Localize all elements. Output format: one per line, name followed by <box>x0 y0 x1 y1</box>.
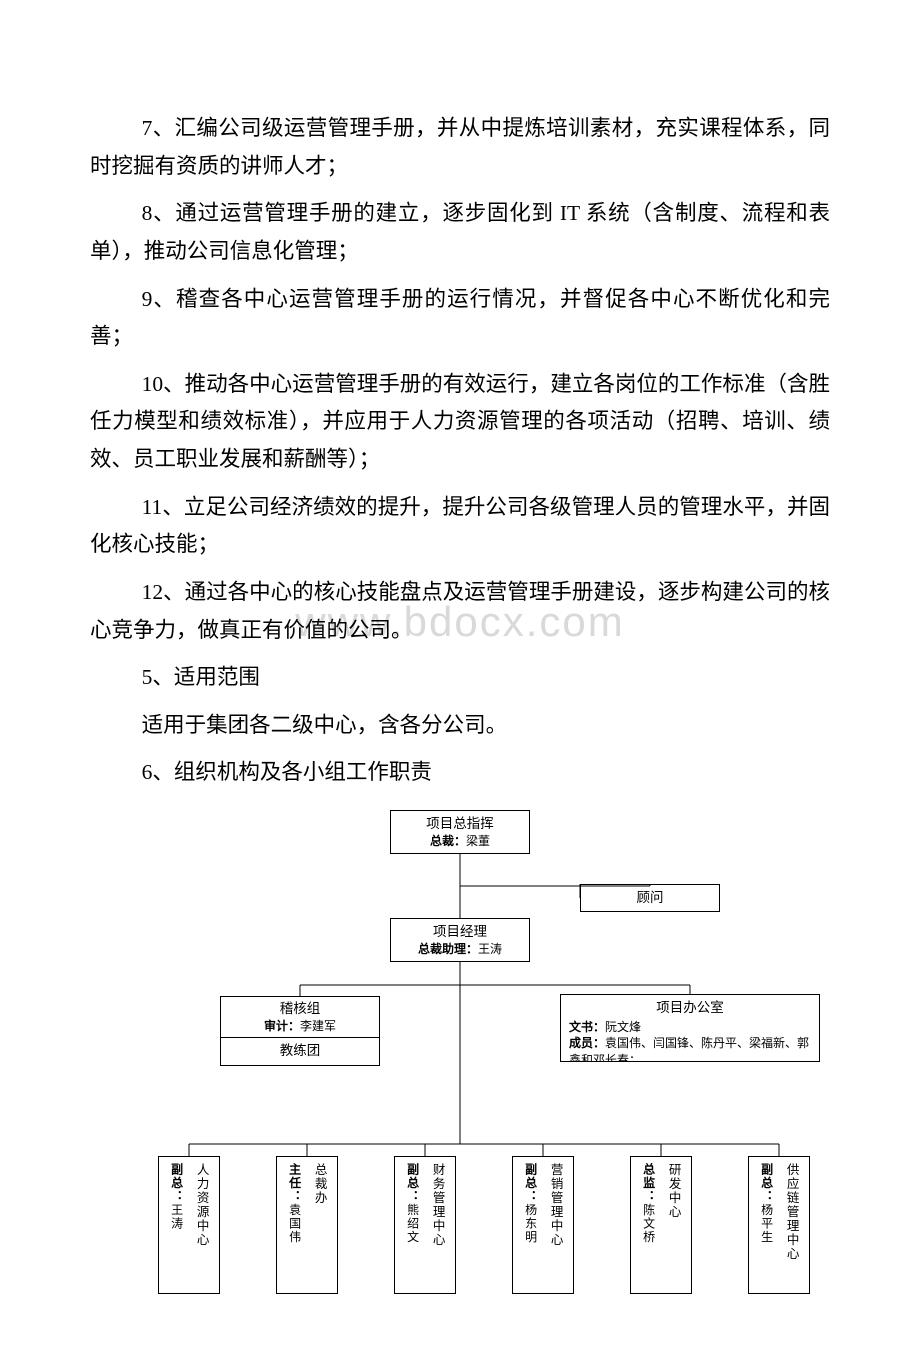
section-5-heading: 5、适用范围 <box>90 659 830 697</box>
org-node-dept-2: 副总：熊绍文 财务管理中心 <box>394 1156 456 1294</box>
org-commander-sub: 总裁：梁董 <box>430 833 490 849</box>
org-dept-2-role: 副总：熊绍文 <box>402 1163 421 1244</box>
document-body: 7、汇编公司级运营管理手册，并从中提炼培训素材，充实课程体系，同时挖掘有资质的讲… <box>90 110 830 1306</box>
org-dept-3-role: 副总：杨东明 <box>520 1163 539 1244</box>
org-office-members: 成员：袁国伟、闫国锋、陈丹平、梁福新、郭鑫和邓长春； <box>569 1035 811 1062</box>
org-coach-title: 教练团 <box>280 1042 321 1060</box>
section-5-body: 适用于集团各二级中心，含各分公司。 <box>90 707 830 745</box>
section-6-heading: 6、组织机构及各小组工作职责 <box>90 754 830 792</box>
org-node-manager: 项目经理 总裁助理：王涛 <box>390 918 530 962</box>
org-dept-5-role: 副总：杨平生 <box>756 1163 775 1244</box>
org-dept-4-name: 研发中心 <box>664 1163 684 1219</box>
org-node-dept-1: 主任：袁国伟 总裁办 <box>276 1156 338 1294</box>
org-dept-1-role: 主任：袁国伟 <box>284 1163 303 1244</box>
org-node-office: 项目办公室 文书：阮文烽 成员：袁国伟、闫国锋、陈丹平、梁福新、郭鑫和邓长春； <box>560 994 820 1062</box>
paragraph-10: 10、推动各中心运营管理手册的有效运行，建立各岗位的工作标准（含胜任力模型和绩效… <box>90 366 830 479</box>
org-office-clerk: 文书：阮文烽 <box>569 1019 811 1035</box>
org-dept-3-name: 营销管理中心 <box>546 1163 566 1247</box>
org-node-dept-3: 副总：杨东明 营销管理中心 <box>512 1156 574 1294</box>
org-manager-sub: 总裁助理：王涛 <box>418 941 502 957</box>
org-manager-title: 项目经理 <box>433 923 487 941</box>
org-dept-2-name: 财务管理中心 <box>428 1163 448 1247</box>
org-node-dept-0: 副总：王涛 人力资源中心 <box>158 1156 220 1294</box>
org-dept-1-name: 总裁办 <box>310 1163 330 1205</box>
org-node-advisor: 顾问 <box>580 884 720 912</box>
org-dept-0-name: 人力资源中心 <box>192 1163 212 1247</box>
org-node-commander: 项目总指挥 总裁：梁董 <box>390 810 530 854</box>
org-audit-title: 稽核组 <box>280 1000 321 1018</box>
org-dept-4-role: 总监：陈文桥 <box>638 1163 657 1244</box>
paragraph-7: 7、汇编公司级运营管理手册，并从中提炼培训素材，充实课程体系，同时挖掘有资质的讲… <box>90 110 830 185</box>
paragraph-9: 9、稽查各中心运营管理手册的运行情况，并督促各中心不断优化和完善； <box>90 281 830 356</box>
org-advisor-title: 顾问 <box>637 889 664 907</box>
paragraph-12: 12、通过各中心的核心技能盘点及运营管理手册建设，逐步构建公司的核心竞争力，做真… <box>90 574 830 649</box>
org-commander-title: 项目总指挥 <box>426 815 494 833</box>
org-node-audit: 稽核组 审计：李建军 <box>220 996 380 1038</box>
org-node-coach: 教练团 <box>220 1038 380 1066</box>
org-node-dept-4: 总监：陈文桥 研发中心 <box>630 1156 692 1294</box>
org-audit-sub: 审计：李建军 <box>264 1018 336 1034</box>
org-office-title: 项目办公室 <box>569 999 811 1017</box>
org-node-dept-5: 副总：杨平生 供应链管理中心 <box>748 1156 810 1294</box>
paragraph-11: 11、立足公司经济绩效的提升，提升公司各级管理人员的管理水平，并固化核心技能； <box>90 489 830 564</box>
paragraph-8: 8、通过运营管理手册的建立，逐步固化到 IT 系统（含制度、流程和表单），推动公… <box>90 195 830 270</box>
org-chart: 项目总指挥 总裁：梁董 顾问 项目经理 总裁助理：王涛 稽核组 审计：李建军 教… <box>90 806 830 1306</box>
org-dept-0-role: 副总：王涛 <box>166 1163 185 1231</box>
org-dept-5-name: 供应链管理中心 <box>782 1163 802 1261</box>
